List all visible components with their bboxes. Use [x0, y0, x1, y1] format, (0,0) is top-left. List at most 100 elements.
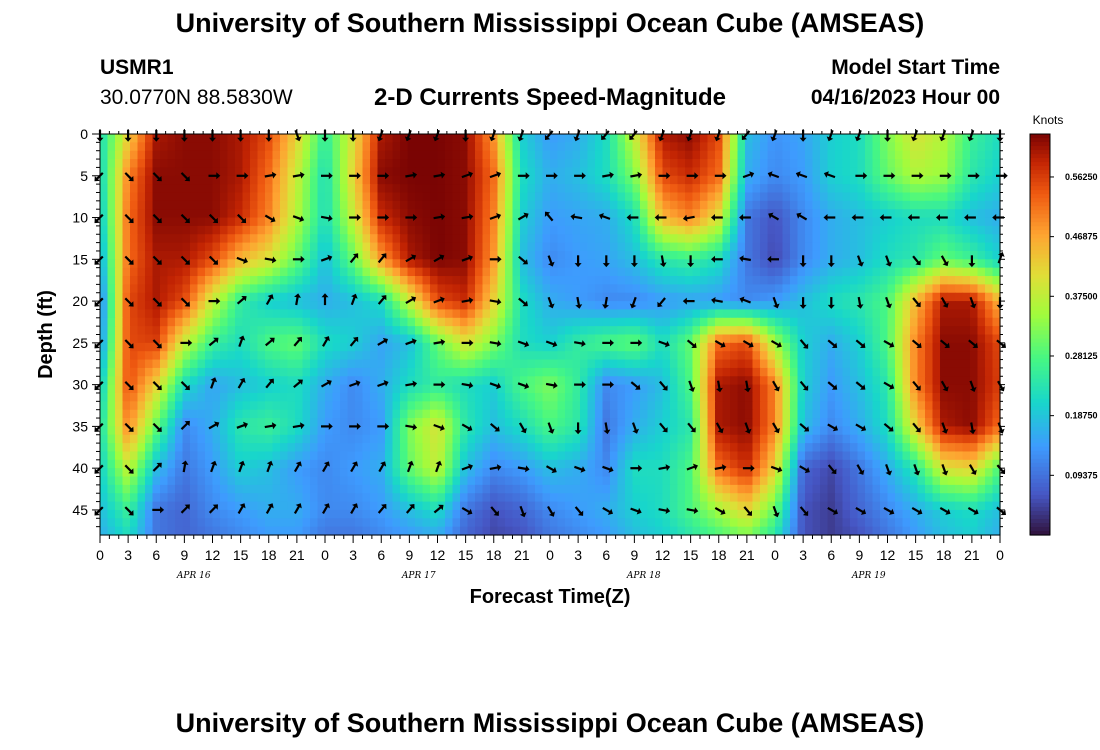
- heatmap-cell: [257, 451, 266, 461]
- heatmap-cell: [340, 409, 349, 419]
- heatmap-cell: [887, 351, 896, 361]
- heatmap-cell: [107, 476, 116, 486]
- heatmap-cell: [760, 159, 769, 169]
- heatmap-cell: [190, 367, 199, 377]
- heatmap-cell: [467, 209, 476, 219]
- heatmap-cell: [827, 443, 836, 453]
- heatmap-cell: [700, 234, 709, 244]
- heatmap-cell: [790, 284, 799, 294]
- heatmap-cell: [512, 159, 521, 169]
- heatmap-cell: [160, 434, 169, 444]
- heatmap-cell: [482, 418, 491, 427]
- heatmap-cell: [235, 443, 244, 453]
- heatmap-cell: [340, 209, 349, 219]
- heatmap-cell: [355, 225, 364, 235]
- heatmap-cell: [190, 276, 199, 285]
- heatmap-cell: [557, 367, 566, 377]
- heatmap-cell: [910, 242, 919, 252]
- heatmap-cell: [850, 284, 859, 294]
- heatmap-cell: [887, 367, 896, 377]
- heatmap-cell: [197, 426, 206, 436]
- heatmap-cell: [437, 451, 446, 461]
- heatmap-cell: [692, 309, 701, 319]
- heatmap-cell: [850, 267, 859, 277]
- heatmap-cell: [445, 292, 454, 302]
- heatmap-cell: [887, 250, 896, 260]
- heatmap-cell: [602, 434, 611, 444]
- heatmap-cell: [947, 292, 956, 302]
- heatmap-cell: [445, 326, 454, 336]
- heatmap-cell: [932, 351, 941, 361]
- heatmap-cell: [835, 242, 844, 252]
- heatmap-cell: [287, 434, 296, 444]
- heatmap-cell: [197, 384, 206, 394]
- heatmap-cell: [662, 159, 671, 169]
- heatmap-cell: [820, 142, 829, 152]
- heatmap-cell: [497, 326, 506, 336]
- heatmap-cell: [250, 234, 259, 244]
- heatmap-cell: [212, 159, 221, 169]
- heatmap-cell: [512, 209, 521, 219]
- heatmap-cell: [287, 334, 296, 344]
- heatmap-cell: [460, 142, 469, 152]
- heatmap-cell: [775, 209, 784, 219]
- heatmap-cell: [377, 326, 386, 336]
- heatmap-cell: [730, 292, 739, 302]
- heatmap-cell: [362, 209, 371, 219]
- heatmap-cell: [340, 150, 349, 160]
- heatmap-cell: [910, 384, 919, 394]
- heatmap-cell: [857, 409, 866, 419]
- heatmap-cell: [962, 301, 971, 311]
- heatmap-cell: [422, 434, 431, 444]
- heatmap-cell: [400, 384, 409, 394]
- heatmap-cell: [707, 426, 716, 436]
- heatmap-cell: [737, 392, 746, 402]
- heatmap-cell: [145, 234, 154, 244]
- heatmap-cell: [362, 267, 371, 277]
- heatmap-cell: [332, 142, 341, 152]
- heatmap-cell: [655, 150, 664, 160]
- heatmap-cell: [137, 351, 146, 361]
- heatmap-cell: [820, 301, 829, 311]
- heatmap-cell: [670, 392, 679, 402]
- heatmap-cell: [730, 150, 739, 160]
- heatmap-cell: [857, 276, 866, 285]
- heatmap-cell: [715, 184, 724, 194]
- heatmap-cell: [940, 225, 949, 235]
- heatmap-cell: [737, 217, 746, 227]
- heatmap-cell: [415, 242, 424, 252]
- heatmap-cell: [175, 367, 184, 377]
- heatmap-cell: [887, 142, 896, 152]
- heatmap-cell: [355, 159, 364, 169]
- heatmap-cell: [115, 250, 124, 260]
- heatmap-cell: [340, 443, 349, 453]
- heatmap-cell: [490, 459, 499, 469]
- heatmap-cell: [610, 142, 619, 152]
- heatmap-cell: [115, 359, 124, 369]
- heatmap-cell: [242, 292, 251, 302]
- heatmap-cell: [820, 459, 829, 469]
- heatmap-cell: [377, 276, 386, 285]
- heatmap-cell: [820, 209, 829, 219]
- heatmap-cell: [722, 267, 731, 277]
- heatmap-cell: [812, 401, 821, 411]
- heatmap-cell: [925, 443, 934, 453]
- heatmap-cell: [640, 384, 649, 394]
- heatmap-cell: [370, 284, 379, 294]
- heatmap-cell: [475, 250, 484, 260]
- heatmap-cell: [895, 217, 904, 227]
- heatmap-cell: [925, 418, 934, 427]
- heatmap-cell: [325, 326, 334, 336]
- heatmap-cell: [662, 334, 671, 344]
- heatmap-cell: [797, 175, 806, 185]
- heatmap-cell: [317, 401, 326, 411]
- heatmap-cell: [655, 451, 664, 461]
- heatmap-cell: [437, 242, 446, 252]
- heatmap-cell: [902, 459, 911, 469]
- heatmap-cell: [115, 317, 124, 327]
- heatmap-cell: [205, 301, 214, 311]
- heatmap-cell: [992, 200, 1001, 210]
- heatmap-cell: [707, 150, 716, 160]
- heatmap-cell: [805, 317, 814, 327]
- heatmap-cell: [340, 376, 349, 386]
